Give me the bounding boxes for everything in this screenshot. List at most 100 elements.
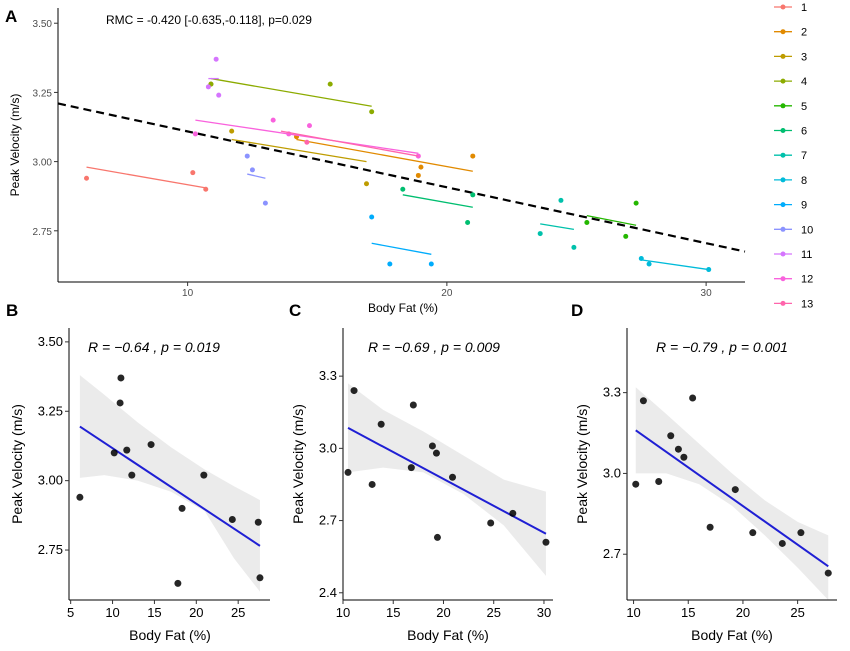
legend-label: 13 [801,298,813,310]
data-point [216,92,222,98]
data-point [432,449,440,457]
y-tick-label: 3.00 [38,473,63,488]
y-tick-label: 3.50 [33,19,53,30]
x-tick-label: 30 [537,605,551,620]
series-fit-line [371,242,432,255]
data-point [200,471,208,479]
x-tick-label: 15 [386,605,400,620]
data-point [646,261,652,267]
legend-label: 9 [801,200,807,212]
data-point [632,480,640,488]
data-point [229,128,235,134]
legend-key-dot [780,226,786,232]
data-point [623,233,629,239]
y-tick-label: 3.25 [38,403,63,418]
x-tick-label: 15 [681,605,695,620]
data-point [824,569,832,577]
y-tick-label: 2.4 [319,585,337,600]
data-point [369,109,375,115]
legend-label: 12 [801,274,813,286]
series-fit-line [586,214,637,226]
legend-label: 10 [801,224,813,236]
legend-label: 1 [801,2,807,14]
data-point [387,261,393,267]
x-tick-label: 25 [790,605,804,620]
panel-a: A 10 20 30 2.75 3.00 3.25 3.50 Body Fat (%) Peak … [5,2,813,315]
data-point [344,468,352,476]
x-tick-label: 10 [105,605,119,620]
data-point [76,493,84,501]
data-point [470,153,476,159]
x-tick-label: 20 [736,605,750,620]
x-axis-label: Body Fat (%) [407,627,489,643]
data-point [465,219,471,225]
data-point [350,387,358,395]
legend-label: 3 [801,51,807,63]
data-point [674,445,682,453]
panel-letter: A [5,7,17,26]
x-tick-label: 10 [626,605,640,620]
y-tick-label: 2.7 [603,546,621,561]
y-tick-label: 3.0 [319,440,337,455]
data-point [110,449,118,457]
panel-letter: B [6,301,18,320]
panel-letter: C [289,301,301,320]
series-fit-line [540,223,575,231]
x-axis-label: Body Fat (%) [691,627,773,643]
legend-key-dot [780,4,786,10]
series-fit-line [210,77,372,107]
x-tick-label: 10 [336,605,350,620]
legend-label: 5 [801,101,807,113]
data-point [306,123,312,129]
legend-key-dot [780,177,786,183]
data-point [584,219,590,225]
data-point [327,81,333,87]
y-tick-label: 2.75 [38,542,63,557]
legend-label: 4 [801,76,807,88]
legend-label: 7 [801,150,807,162]
data-point [116,399,124,407]
data-point [428,261,434,267]
regression-line [347,427,547,535]
confidence-band [635,387,829,600]
data-point [571,244,577,250]
data-point [778,539,786,547]
y-tick-label: 3.3 [603,385,621,400]
data-point [192,131,198,137]
data-point [470,192,476,198]
x-axis-label: Body Fat (%) [368,301,438,315]
data-point [256,574,264,582]
data-point [418,164,424,170]
y-tick-label: 3.25 [33,88,53,99]
data-point [205,84,211,90]
data-point [84,175,90,181]
data-point [449,473,457,481]
data-point [368,480,376,488]
y-tick-label: 3.3 [319,368,337,383]
y-axis-label: Peak Velocity (m/s) [290,404,306,524]
data-point [190,170,196,176]
data-point [797,529,805,537]
annotation: RMC = -0.420 [-0.635,-0.118], p=0.029 [106,13,312,27]
x-tick-label: 15 [147,605,161,620]
y-tick-label: 3.50 [38,334,63,349]
y-axis-label: Peak Velocity (m/s) [9,404,25,524]
y-axis-label: Peak Velocity (m/s) [8,94,22,197]
data-point [407,464,415,472]
legend-label: 2 [801,27,807,39]
annotation: R = −0.64 , p = 0.019 [88,339,220,355]
data-point [537,231,543,237]
data-point [228,516,236,524]
data-point [689,394,697,402]
legend-label: 11 [801,249,812,261]
legend-key-dot [780,78,786,84]
data-point [377,420,385,428]
data-point [633,200,639,206]
data-point [178,504,186,512]
data-point [639,397,647,405]
x-tick-label: 20 [436,605,450,620]
confidence-band [348,383,546,576]
x-tick-label: 10 [182,288,194,299]
